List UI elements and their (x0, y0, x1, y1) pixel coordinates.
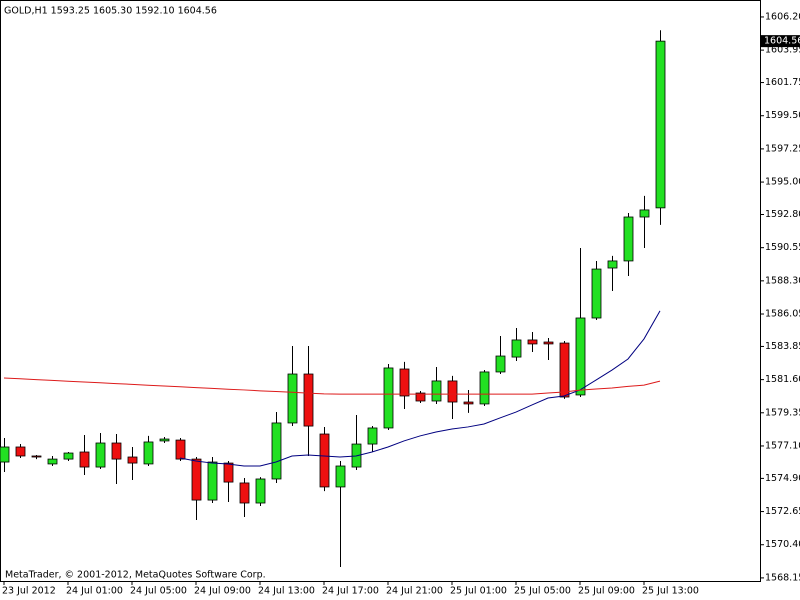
candle-body (383, 367, 394, 429)
candle-body (31, 455, 42, 458)
candle-body (527, 339, 538, 345)
y-tick-label: 1588.30 (765, 275, 800, 286)
candle-body (335, 465, 346, 488)
candle-body (303, 373, 314, 427)
candle-body (15, 446, 26, 457)
candle-body (367, 427, 378, 445)
last-price-label: 1604.56 (764, 36, 800, 47)
candle-body (143, 441, 154, 465)
ma-line (3, 377, 661, 395)
x-tick-label: 24 Jul 05:00 (130, 586, 187, 597)
x-tick-label: 25 Jul 05:00 (514, 586, 571, 597)
x-tick-label: 24 Jul 21:00 (386, 586, 443, 597)
candle-body (479, 371, 490, 405)
candle-body (575, 317, 586, 396)
candle-body (175, 439, 186, 460)
x-tick-label: 24 Jul 01:00 (66, 586, 123, 597)
candle-body (623, 216, 634, 262)
candle-body (287, 373, 298, 424)
candle-body (639, 209, 650, 218)
candle-body (127, 456, 138, 464)
candle-body (239, 482, 250, 504)
y-tick-label: 1601.75 (765, 77, 800, 88)
last-price-box (761, 35, 800, 48)
candle-body (655, 40, 666, 209)
candle-body (255, 478, 266, 504)
y-tick-label: 1597.25 (765, 143, 800, 154)
footer: MetaTrader, © 2001-2012, MetaQuotes Soft… (5, 570, 266, 581)
y-tick-label: 1579.35 (765, 407, 800, 418)
candle-body (47, 458, 58, 465)
candle-body (591, 268, 602, 319)
y-tick-label: 1606.20 (765, 11, 800, 22)
candle-body (511, 339, 522, 358)
candle-body (319, 433, 330, 488)
candle-body (399, 368, 410, 397)
y-tick-label: 1586.05 (765, 309, 800, 320)
candle-body (207, 461, 218, 501)
x-tick-label: 24 Jul 09:00 (194, 586, 251, 597)
y-tick-label: 1590.55 (765, 242, 800, 253)
y-tick-label: 1595.00 (765, 177, 800, 188)
x-tick-label: 25 Jul 09:00 (578, 586, 635, 597)
x-tick-label: 24 Jul 13:00 (258, 586, 315, 597)
candle-body (495, 355, 506, 373)
y-tick-label: 1583.85 (765, 341, 800, 352)
candle-body (271, 422, 282, 480)
candle-body (0, 446, 10, 463)
candle-body (559, 342, 570, 398)
candle-body (79, 451, 90, 468)
y-tick-label: 1592.80 (765, 209, 800, 220)
y-tick-label: 1572.65 (765, 506, 800, 517)
candle-body (543, 341, 554, 345)
x-tick-label: 25 Jul 13:00 (642, 586, 699, 597)
candle-body (95, 442, 106, 468)
candle-body (223, 462, 234, 483)
candle-body (111, 442, 122, 460)
y-tick-label: 1570.40 (765, 539, 800, 550)
y-tick-label: 1599.50 (765, 110, 800, 121)
chart-title: GOLD,H1 1593.25 1605.30 1592.10 1604.56 (4, 6, 217, 17)
y-tick-label: 1574.90 (765, 473, 800, 484)
y-tick-label: 1581.60 (765, 374, 800, 385)
candle-body (431, 380, 442, 402)
candle-body (463, 401, 474, 405)
candle-body (159, 438, 170, 442)
y-tick-label: 1577.10 (765, 440, 800, 451)
y-tick-label: 1603.95 (765, 45, 800, 56)
plot-frame (0, 0, 761, 582)
candle-body (447, 380, 458, 403)
x-tick-label: 24 Jul 17:00 (322, 586, 379, 597)
candle-body (607, 260, 618, 269)
candle-body (63, 452, 74, 460)
candle-body (415, 392, 426, 402)
y-tick-label: 1568.15 (765, 572, 800, 583)
x-tick-label: 25 Jul 01:00 (450, 586, 507, 597)
x-tick-label: 23 Jul 2012 (2, 586, 56, 597)
candle-body (191, 458, 202, 501)
